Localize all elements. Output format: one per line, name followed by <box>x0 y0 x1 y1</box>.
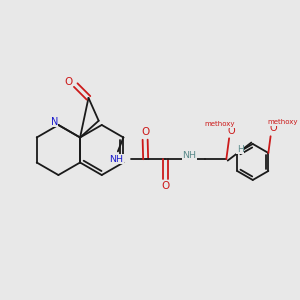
Text: methoxy: methoxy <box>268 119 298 125</box>
Text: O: O <box>141 127 149 137</box>
Text: methoxy: methoxy <box>204 122 235 128</box>
Text: O: O <box>64 77 73 87</box>
Text: O: O <box>227 125 235 136</box>
Text: N: N <box>50 117 58 127</box>
Text: NH: NH <box>183 151 196 160</box>
Text: O: O <box>161 182 169 191</box>
Text: NH: NH <box>110 155 124 164</box>
Text: H: H <box>237 145 244 154</box>
Text: O: O <box>270 124 277 134</box>
